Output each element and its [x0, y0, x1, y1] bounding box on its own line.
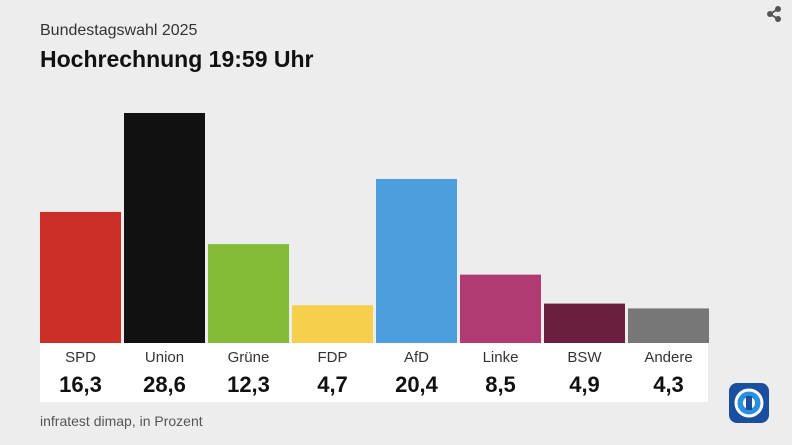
category-cell-grüne: Grüne 12,3	[208, 343, 289, 402]
category-label-fdp: FDP	[317, 349, 348, 366]
category-label-spd: SPD	[65, 349, 96, 366]
category-cell-spd: SPD 16,3	[40, 343, 121, 402]
value-label-union: 28,6	[143, 372, 186, 397]
bar-andere	[628, 308, 709, 343]
category-label-union: Union	[144, 349, 185, 366]
value-label-spd: 16,3	[59, 372, 102, 397]
value-label-fdp: 4,7	[317, 372, 348, 397]
category-cell-andere: Andere 4,3	[628, 343, 709, 402]
bar-bsw	[544, 303, 625, 343]
bar-union	[124, 113, 205, 343]
category-label-andere: Andere	[644, 349, 693, 366]
category-labels-panel: SPD 16,3 Union 28,6 Grüne 12,3 FDP 4,7 AfD 20,4 Li…	[40, 343, 708, 402]
category-label-linke: Linke	[482, 349, 519, 366]
value-label-andere: 4,3	[653, 372, 684, 397]
value-label-linke: 8,5	[485, 372, 516, 397]
category-label-afd: AfD	[403, 349, 429, 366]
value-label-bsw: 4,9	[569, 372, 600, 397]
chart-supertitle: Bundestagswahl 2025	[40, 22, 198, 39]
bar-linke	[460, 274, 541, 343]
category-label-bsw: BSW	[567, 349, 602, 366]
category-cell-afd: AfD 20,4	[376, 343, 457, 402]
bar-fdp	[292, 305, 373, 343]
category-cell-linke: Linke 8,5	[460, 343, 541, 402]
chart-title: Hochrechnung 19:59 Uhr	[40, 46, 314, 72]
value-label-grüne: 12,3	[227, 372, 270, 397]
bar-grüne	[208, 244, 289, 343]
share-icon[interactable]	[764, 4, 784, 24]
source-note: infratest dimap, in Prozent	[40, 413, 203, 429]
value-label-afd: 20,4	[395, 372, 438, 397]
category-cell-bsw: BSW 4,9	[544, 343, 625, 402]
category-cell-fdp: FDP 4,7	[292, 343, 373, 402]
category-cell-union: Union 28,6	[124, 343, 205, 402]
tagesschau-logo-icon	[729, 383, 769, 423]
category-label-grüne: Grüne	[227, 349, 270, 366]
bar-afd	[376, 178, 457, 343]
bar-spd	[40, 211, 121, 343]
